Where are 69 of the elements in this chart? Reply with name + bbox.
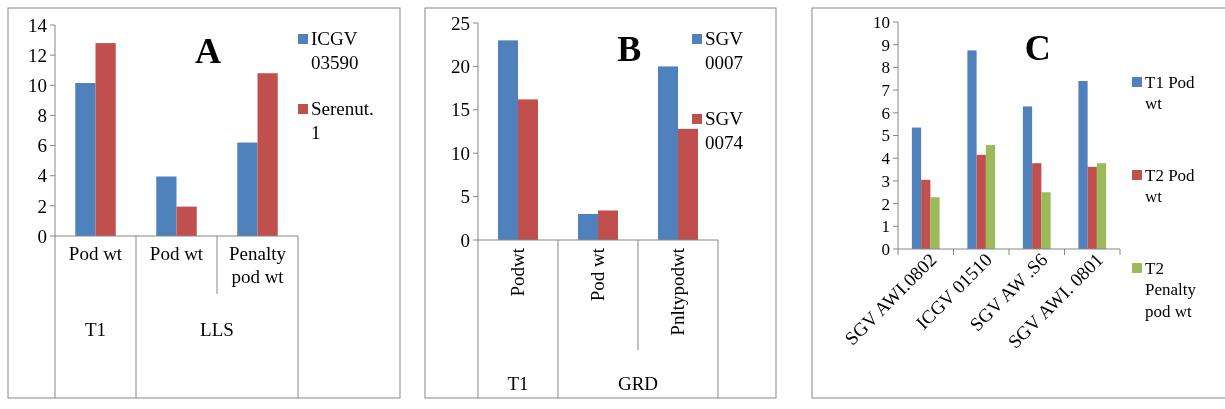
bar [967,50,977,249]
y-tick-label: 12 [28,44,47,66]
y-tick-label: 3 [881,171,890,191]
y-tick-label: 7 [881,81,891,101]
bar [1096,163,1107,249]
y-tick-label: 25 [451,12,470,34]
bar [1087,166,1097,249]
y-tick-label: 0 [460,229,470,251]
chart-title: A [195,31,222,71]
bar [1022,106,1033,249]
y-tick-label: 10 [28,74,47,96]
bar [176,206,197,236]
legend-label: T1 Pod wt [1145,73,1196,114]
y-tick-label: 15 [451,99,470,121]
bar [257,73,278,236]
bar [156,176,177,236]
y-tick-label: 9 [881,35,890,55]
bar [1041,192,1051,249]
bar [1078,81,1088,249]
y-tick-label: 2 [881,194,890,214]
legend-label: T2 Pod wt [1145,166,1196,207]
y-tick-label: 10 [873,12,890,32]
y-tick-label: 5 [881,126,890,146]
y-tick-label: 6 [37,135,47,157]
text: T1 [84,319,107,340]
bar [930,197,940,249]
legend-label: Serenut. 1 [311,98,374,143]
bar [95,43,116,236]
bar [578,213,598,240]
x-tick-label: Pod wt [68,243,123,264]
y-tick-label: 8 [881,58,890,78]
y-tick-label: 8 [37,105,47,127]
y-tick-label: 1 [881,217,890,237]
y-tick-label: 0 [37,225,47,247]
x-tick-label: Pod wt [587,247,608,302]
y-tick-label: 14 [28,14,48,36]
y-tick-label: 6 [881,103,890,123]
bar [976,154,986,249]
chart-title: C [1024,28,1051,68]
y-tick-label: 10 [451,142,470,164]
bar [985,145,996,249]
bar [75,83,96,236]
text: LLS [200,319,234,340]
bar [1032,163,1042,249]
y-tick-label: 4 [37,165,48,187]
bar [498,40,518,240]
legend-label: ICGV 03590 [311,28,359,73]
bar [921,179,931,249]
x-tick-label: Penalty pod wt [229,243,287,287]
y-tick-label: 2 [37,195,47,217]
bar [911,127,922,249]
x-tick-label: Pod wt [149,243,204,264]
x-tick-label: Podwt [507,247,528,297]
x-tick-label: Pnltypodwt [667,247,688,336]
legend-label: T2 Penalty pod wt [1145,259,1197,321]
bar [598,210,618,240]
text: GRD [617,373,659,394]
y-tick-label: 5 [460,186,470,208]
text: T1 [507,373,529,394]
bar [658,66,678,240]
y-tick-label: 4 [881,149,891,169]
legend-label: SGV 0007 [705,28,744,73]
chart-title: B [617,29,642,69]
bar [237,142,258,236]
legend-label: SGV 0074 [705,108,744,153]
bar [518,99,538,240]
bar [678,128,698,240]
y-tick-label: 20 [451,56,470,78]
y-tick-label: 0 [881,239,890,259]
